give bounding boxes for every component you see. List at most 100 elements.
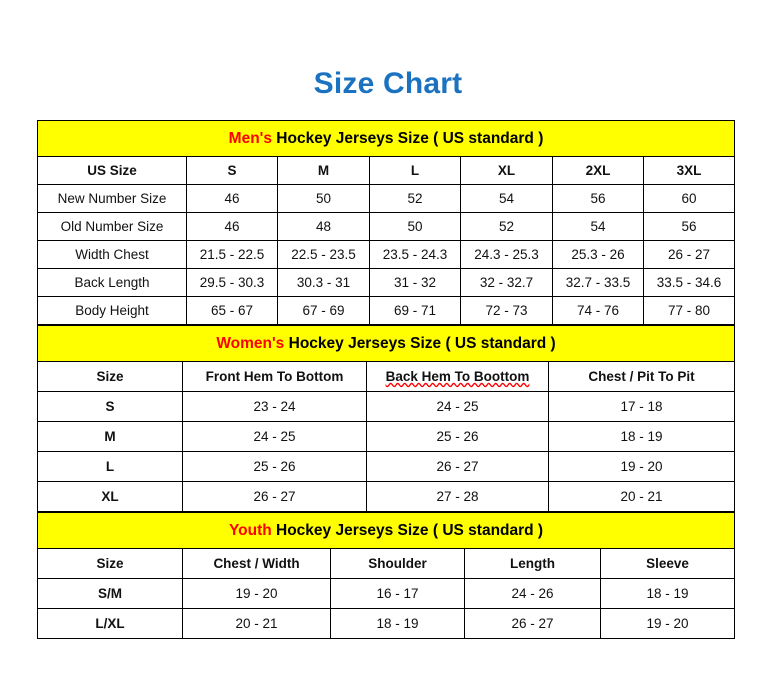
mens-col-header-4: XL xyxy=(460,156,553,185)
mens-cell-2-4: 25.3 - 26 xyxy=(552,240,644,269)
mens-col-header-1: S xyxy=(186,156,278,185)
mens-cell-1-4: 54 xyxy=(552,212,644,241)
youth-cell-0-3: 18 - 19 xyxy=(599,578,736,609)
mens-cell-0-4: 56 xyxy=(552,184,644,213)
mens-cell-3-1: 30.3 - 31 xyxy=(277,268,370,297)
mens-cell-4-3: 72 - 73 xyxy=(460,296,553,325)
mens-banner-accent: Men's xyxy=(228,129,272,147)
table-row: S/M 19 - 20 16 - 17 24 - 26 18 - 19 xyxy=(37,578,736,609)
mens-banner-rest: Hockey Jerseys Size ( US standard ) xyxy=(271,129,544,147)
mens-cell-2-3: 24.3 - 25.3 xyxy=(460,240,553,269)
youth-cell-1-3: 19 - 20 xyxy=(599,608,736,639)
youth-row-label-0: S/M xyxy=(37,578,183,609)
youth-column-header-row: Size Chest / Width Shoulder Length Sleev… xyxy=(37,548,736,579)
mens-cell-1-3: 52 xyxy=(460,212,553,241)
mens-row-label-3: Back Length xyxy=(37,268,187,297)
womens-cell-1-0: 24 - 25 xyxy=(182,421,367,452)
mens-cell-3-3: 32 - 32.7 xyxy=(460,268,553,297)
womens-cell-3-1: 27 - 28 xyxy=(366,481,549,512)
womens-row-label-0: S xyxy=(37,391,183,422)
womens-row-label-1: M xyxy=(37,421,183,452)
mens-row-label-0: New Number Size xyxy=(37,184,187,213)
womens-section-banner: Women's Hockey Jerseys Size ( US standar… xyxy=(37,325,735,362)
mens-cell-0-5: 60 xyxy=(642,184,736,213)
womens-cell-2-1: 26 - 27 xyxy=(366,451,549,482)
mens-cell-2-2: 23.5 - 24.3 xyxy=(369,240,461,269)
youth-section-banner: Youth Hockey Jerseys Size ( US standard … xyxy=(36,512,736,549)
youth-cell-0-0: 19 - 20 xyxy=(182,578,331,609)
mens-cell-1-2: 50 xyxy=(369,212,461,241)
mens-cell-1-5: 56 xyxy=(642,212,736,241)
mens-column-header-row: US Size S M L XL 2XL 3XL xyxy=(37,156,736,185)
mens-row-label-4: Body Height xyxy=(37,296,187,325)
womens-banner-rest: Hockey Jerseys Size ( US standard ) xyxy=(284,334,556,352)
youth-col-header-2: Shoulder xyxy=(330,548,465,579)
womens-banner-cell: Women's Hockey Jerseys Size ( US standar… xyxy=(37,325,735,362)
youth-row-label-1: L/XL xyxy=(37,608,183,639)
mens-cell-4-0: 65 - 67 xyxy=(186,296,278,325)
womens-cell-2-2: 19 - 20 xyxy=(548,451,735,482)
womens-cell-3-2: 20 - 21 xyxy=(548,481,735,512)
youth-cell-1-0: 20 - 21 xyxy=(182,608,331,639)
table-row: Width Chest 21.5 - 22.5 22.5 - 23.5 23.5… xyxy=(37,240,736,269)
youth-col-header-0: Size xyxy=(37,548,183,579)
mens-row-label-1: Old Number Size xyxy=(37,212,187,241)
womens-cell-0-0: 23 - 24 xyxy=(182,391,367,422)
mens-cell-3-5: 33.5 - 34.6 xyxy=(642,268,736,297)
mens-col-header-0: US Size xyxy=(37,156,187,185)
mens-cell-1-0: 46 xyxy=(186,212,278,241)
page-title: Size Chart xyxy=(313,67,463,100)
mens-col-header-2: M xyxy=(277,156,370,185)
table-row: Old Number Size 46 48 50 52 54 56 xyxy=(37,212,736,241)
mens-cell-4-5: 77 - 80 xyxy=(642,296,736,325)
table-row: XL 26 - 27 27 - 28 20 - 21 xyxy=(37,481,735,512)
womens-col-header-2: Back Hem To Boottom xyxy=(366,361,549,392)
mens-section-banner: Men's Hockey Jerseys Size ( US standard … xyxy=(36,120,736,157)
mens-cell-0-0: 46 xyxy=(186,184,278,213)
youth-banner-accent: Youth xyxy=(228,521,272,539)
youth-col-header-3: Length xyxy=(464,548,601,579)
womens-col-header-0: Size xyxy=(37,361,183,392)
womens-cell-1-2: 18 - 19 xyxy=(548,421,735,452)
mens-cell-0-3: 54 xyxy=(460,184,553,213)
table-row: S 23 - 24 24 - 25 17 - 18 xyxy=(37,391,735,422)
womens-cell-1-1: 25 - 26 xyxy=(366,421,549,452)
womens-row-label-3: XL xyxy=(37,481,183,512)
womens-banner-accent: Women's xyxy=(216,334,285,352)
mens-cell-4-4: 74 - 76 xyxy=(552,296,644,325)
mens-cell-4-1: 67 - 69 xyxy=(277,296,370,325)
mens-cell-0-2: 52 xyxy=(369,184,461,213)
mens-cell-2-0: 21.5 - 22.5 xyxy=(186,240,278,269)
youth-banner-cell: Youth Hockey Jerseys Size ( US standard … xyxy=(36,512,736,549)
womens-col-header-1: Front Hem To Bottom xyxy=(182,361,367,392)
table-row: M 24 - 25 25 - 26 18 - 19 xyxy=(37,421,735,452)
youth-cell-0-1: 16 - 17 xyxy=(330,578,465,609)
mens-cell-2-5: 26 - 27 xyxy=(642,240,736,269)
womens-cell-3-0: 26 - 27 xyxy=(182,481,367,512)
mens-cell-3-2: 31 - 32 xyxy=(369,268,461,297)
mens-row-label-2: Width Chest xyxy=(37,240,187,269)
table-row: L/XL 20 - 21 18 - 19 26 - 27 19 - 20 xyxy=(37,608,736,639)
youth-cell-1-1: 18 - 19 xyxy=(330,608,465,639)
womens-cell-2-0: 25 - 26 xyxy=(182,451,367,482)
youth-banner-rest: Hockey Jerseys Size ( US standard ) xyxy=(271,521,544,539)
womens-column-header-row: Size Front Hem To Bottom Back Hem To Boo… xyxy=(37,361,735,392)
mens-col-header-3: L xyxy=(369,156,461,185)
table-row: L 25 - 26 26 - 27 19 - 20 xyxy=(37,451,735,482)
mens-col-header-6: 3XL xyxy=(642,156,736,185)
womens-col-header-2-text: Back Hem To Boottom xyxy=(385,369,530,384)
mens-banner-cell: Men's Hockey Jerseys Size ( US standard … xyxy=(36,120,736,157)
womens-row-label-2: L xyxy=(37,451,183,482)
mens-cell-2-1: 22.5 - 23.5 xyxy=(277,240,370,269)
youth-col-header-4: Sleeve xyxy=(599,548,736,579)
womens-col-header-3: Chest / Pit To Pit xyxy=(548,361,735,392)
mens-cell-1-1: 48 xyxy=(277,212,370,241)
youth-cell-1-2: 26 - 27 xyxy=(464,608,601,639)
womens-size-table: Women's Hockey Jerseys Size ( US standar… xyxy=(37,325,735,512)
table-row: Body Height 65 - 67 67 - 69 69 - 71 72 -… xyxy=(37,296,736,325)
mens-cell-3-4: 32.7 - 33.5 xyxy=(552,268,644,297)
mens-cell-3-0: 29.5 - 30.3 xyxy=(186,268,278,297)
womens-cell-0-1: 24 - 25 xyxy=(366,391,549,422)
youth-size-table: Youth Hockey Jerseys Size ( US standard … xyxy=(36,512,736,639)
